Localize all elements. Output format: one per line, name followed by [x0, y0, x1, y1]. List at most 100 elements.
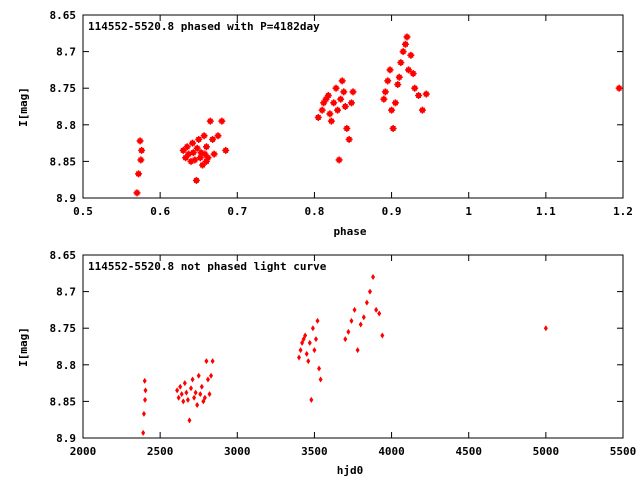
data-point	[191, 156, 199, 164]
data-point	[175, 387, 180, 394]
data-point	[395, 73, 403, 81]
plot-frame	[82, 14, 624, 199]
data-point	[355, 347, 360, 354]
x-tick-label: 4500	[455, 445, 482, 458]
data-point	[313, 336, 318, 343]
data-point	[142, 377, 147, 384]
data-point	[615, 84, 623, 92]
x-axis-ticks: 2000 2500 3000 3500 4000 4500 5000 5500	[70, 255, 637, 458]
data-point	[358, 321, 363, 328]
data-point	[187, 417, 192, 424]
data-point	[176, 394, 181, 401]
y-tick-label: 8.85	[50, 395, 77, 408]
x-tick-label: 0.5	[73, 205, 93, 218]
data-point	[209, 372, 214, 379]
data-point	[218, 117, 226, 125]
data-point	[306, 358, 311, 365]
data-point	[409, 70, 417, 78]
y-tick-label: 8.75	[50, 82, 77, 95]
data-point	[318, 106, 326, 114]
y-axis-ticks: 8.65 8.7 8.75 8.8 8.85 8.9	[50, 249, 623, 445]
data-point	[338, 77, 346, 85]
data-point	[196, 372, 201, 379]
data-point	[205, 376, 210, 383]
data-point	[190, 376, 195, 383]
data-point	[314, 113, 322, 121]
data-point	[138, 146, 146, 154]
data-point	[324, 92, 332, 100]
x-tick-label: 4000	[378, 445, 405, 458]
x-axis-label: phase	[333, 225, 366, 238]
data-point	[189, 385, 193, 392]
data-point	[422, 90, 430, 98]
data-points	[141, 273, 548, 436]
data-point	[207, 391, 212, 398]
data-point	[204, 358, 209, 365]
y-axis-label: I[mag]	[17, 87, 30, 127]
data-point	[195, 402, 200, 409]
y-tick-label: 8.9	[56, 192, 76, 205]
y-axis-label: I[mag]	[17, 327, 30, 367]
data-point	[332, 84, 340, 92]
data-point	[209, 135, 217, 143]
data-point	[418, 106, 426, 114]
data-point	[199, 383, 204, 390]
y-tick-label: 8.9	[56, 432, 76, 445]
data-point	[330, 99, 338, 107]
y-axis-ticks: 8.65 8.7 8.75 8.8 8.85 8.9	[50, 9, 623, 205]
data-point	[388, 106, 396, 114]
data-point	[407, 51, 415, 59]
phased-light-curve-panel: 8.65 8.7 8.75 8.8 8.85 8.9 0.5 0.6 0.7 0.8 0.9 1 1.…	[17, 9, 633, 238]
data-point	[341, 103, 349, 110]
x-tick-label: 5500	[610, 445, 637, 458]
data-points	[133, 33, 623, 197]
data-point	[200, 132, 208, 140]
data-point	[192, 176, 200, 184]
data-point	[401, 40, 409, 48]
x-tick-label: 0.6	[150, 205, 170, 218]
data-point	[394, 81, 402, 89]
data-point	[214, 132, 222, 140]
data-point	[195, 135, 203, 143]
not-phased-light-curve-panel: 8.65 8.7 8.75 8.8 8.85 8.9 2000 2500 3000 3500 40…	[17, 249, 636, 477]
data-point	[141, 429, 146, 436]
data-point	[178, 383, 183, 390]
data-point	[179, 391, 184, 398]
data-point	[327, 117, 335, 125]
data-point	[364, 299, 369, 306]
x-tick-label: 1	[465, 205, 472, 218]
y-tick-label: 8.8	[56, 119, 76, 132]
data-point	[346, 328, 351, 335]
y-tick-label: 8.7	[56, 286, 76, 299]
x-tick-label: 0.9	[382, 205, 402, 218]
x-tick-label: 2500	[147, 445, 174, 458]
data-point	[405, 66, 413, 74]
data-point	[340, 88, 348, 96]
data-point	[182, 380, 187, 387]
x-tick-label: 0.8	[304, 205, 324, 218]
y-tick-label: 8.85	[50, 155, 77, 168]
data-point	[403, 33, 411, 41]
x-tick-label: 2000	[70, 445, 97, 458]
data-point	[303, 332, 308, 339]
data-point	[136, 137, 144, 145]
y-tick-label: 8.65	[50, 9, 77, 22]
data-point	[297, 354, 301, 361]
x-axis-label: hjd0	[337, 464, 364, 477]
x-tick-label: 1.2	[613, 205, 633, 218]
data-point	[193, 389, 198, 396]
data-point	[411, 84, 419, 92]
data-point	[384, 77, 392, 85]
data-point	[179, 146, 187, 154]
data-point	[133, 189, 141, 197]
data-point	[312, 347, 317, 354]
data-point	[374, 306, 379, 313]
data-point	[349, 88, 357, 96]
x-tick-label: 3000	[224, 445, 251, 458]
data-point	[397, 59, 405, 67]
x-tick-label: 3500	[301, 445, 328, 458]
data-point	[184, 389, 189, 396]
data-point	[315, 317, 320, 324]
